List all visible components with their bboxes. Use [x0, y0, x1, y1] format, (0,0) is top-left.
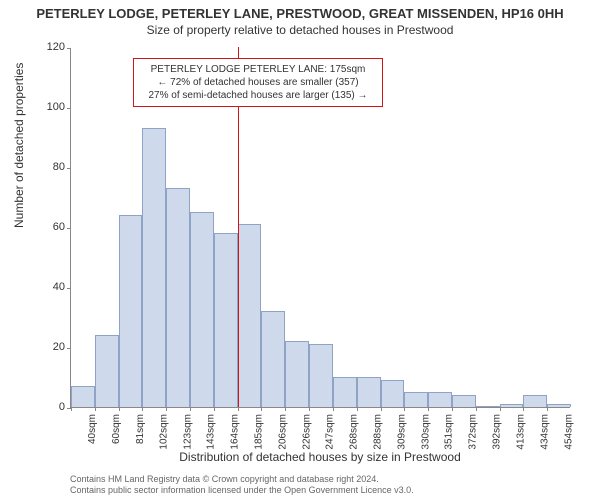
x-tick-label: 330sqm — [420, 414, 431, 450]
x-tick-label: 81sqm — [135, 414, 146, 444]
x-tick-label: 123sqm — [182, 414, 193, 450]
y-axis-label: Number of detached properties — [12, 63, 26, 228]
histogram-bar — [357, 377, 381, 407]
y-tick-label: 60 — [25, 221, 65, 233]
x-tick-mark — [523, 407, 524, 411]
histogram-bar — [166, 188, 190, 407]
x-tick-label: 206sqm — [277, 414, 288, 450]
x-tick-label: 351sqm — [444, 414, 455, 450]
footer-attribution: Contains HM Land Registry data © Crown c… — [70, 474, 590, 496]
x-tick-label: 454sqm — [563, 414, 574, 450]
plot-region: 02040608010012040sqm60sqm81sqm102sqm123s… — [70, 48, 570, 408]
histogram-bar — [285, 341, 309, 407]
annotation-line: PETERLEY LODGE PETERLEY LANE: 175sqm — [140, 63, 376, 76]
x-tick-label: 392sqm — [492, 414, 503, 450]
x-tick-mark — [452, 407, 453, 411]
x-tick-label: 309sqm — [396, 414, 407, 450]
x-tick-mark — [285, 407, 286, 411]
x-tick-mark — [476, 407, 477, 411]
y-tick-mark — [67, 288, 71, 289]
x-axis-label: Distribution of detached houses by size … — [70, 450, 570, 464]
histogram-bar — [190, 212, 214, 407]
footer-line-1: Contains HM Land Registry data © Crown c… — [70, 474, 590, 485]
y-tick-label: 80 — [25, 161, 65, 173]
y-tick-label: 0 — [25, 401, 65, 413]
x-tick-label: 164sqm — [230, 414, 241, 450]
histogram-bar — [500, 404, 524, 407]
chart-area: 02040608010012040sqm60sqm81sqm102sqm123s… — [70, 48, 570, 408]
histogram-bar — [333, 377, 357, 407]
histogram-bar — [142, 128, 166, 407]
histogram-bar — [404, 392, 428, 407]
y-tick-mark — [67, 348, 71, 349]
x-tick-mark — [333, 407, 334, 411]
x-tick-mark — [500, 407, 501, 411]
x-tick-mark — [547, 407, 548, 411]
x-tick-label: 185sqm — [254, 414, 265, 450]
x-tick-label: 372sqm — [468, 414, 479, 450]
histogram-bar — [309, 344, 333, 407]
x-tick-label: 413sqm — [515, 414, 526, 450]
histogram-bar — [119, 215, 143, 407]
x-tick-mark — [357, 407, 358, 411]
y-tick-mark — [67, 108, 71, 109]
page-title: PETERLEY LODGE, PETERLEY LANE, PRESTWOOD… — [0, 0, 600, 21]
x-tick-mark — [190, 407, 191, 411]
x-tick-mark — [238, 407, 239, 411]
x-tick-label: 268sqm — [349, 414, 360, 450]
y-tick-label: 120 — [25, 41, 65, 53]
x-tick-label: 288sqm — [373, 414, 384, 450]
y-tick-label: 20 — [25, 341, 65, 353]
y-tick-mark — [67, 48, 71, 49]
histogram-bar — [71, 386, 95, 407]
y-tick-mark — [67, 168, 71, 169]
page-subtitle: Size of property relative to detached ho… — [0, 21, 600, 41]
x-tick-label: 60sqm — [111, 414, 122, 444]
histogram-bar — [476, 406, 500, 407]
x-tick-label: 226sqm — [301, 414, 312, 450]
histogram-bar — [523, 395, 547, 407]
histogram-bar — [452, 395, 476, 407]
histogram-bar — [381, 380, 405, 407]
histogram-bar — [95, 335, 119, 407]
histogram-bar — [547, 404, 571, 407]
histogram-bar — [428, 392, 452, 407]
x-tick-label: 102sqm — [158, 414, 169, 450]
histogram-bar — [261, 311, 285, 407]
x-tick-mark — [142, 407, 143, 411]
annotation-line: ← 72% of detached houses are smaller (35… — [140, 76, 376, 89]
histogram-bar — [214, 233, 238, 407]
x-tick-label: 247sqm — [325, 414, 336, 450]
y-tick-mark — [67, 228, 71, 229]
x-tick-label: 434sqm — [539, 414, 550, 450]
x-tick-mark — [381, 407, 382, 411]
y-tick-label: 40 — [25, 281, 65, 293]
y-tick-label: 100 — [25, 101, 65, 113]
annotation-line: 27% of semi-detached houses are larger (… — [140, 89, 376, 102]
footer-line-2: Contains public sector information licen… — [70, 485, 590, 496]
x-tick-mark — [428, 407, 429, 411]
x-tick-mark — [309, 407, 310, 411]
x-tick-mark — [404, 407, 405, 411]
annotation-box: PETERLEY LODGE PETERLEY LANE: 175sqm← 72… — [133, 58, 383, 107]
x-tick-label: 40sqm — [87, 414, 98, 444]
x-tick-mark — [214, 407, 215, 411]
x-tick-mark — [261, 407, 262, 411]
x-tick-mark — [119, 407, 120, 411]
histogram-bar — [238, 224, 262, 407]
x-tick-mark — [166, 407, 167, 411]
x-tick-label: 143sqm — [206, 414, 217, 450]
x-tick-mark — [71, 407, 72, 411]
x-tick-mark — [95, 407, 96, 411]
